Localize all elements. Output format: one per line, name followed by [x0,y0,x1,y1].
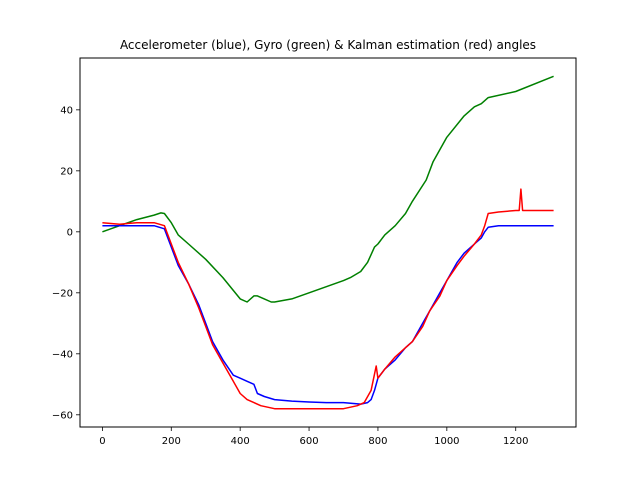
y-tick-label: 40 [60,105,73,116]
x-tick-label: 400 [231,436,250,447]
y-tick-label: −20 [52,288,73,299]
x-tick-label: 200 [162,436,181,447]
y-tick-label: −60 [52,410,73,421]
x-tick-label: 600 [300,436,319,447]
x-axis: 0 200 400 600 800 1000 1200 [99,427,528,447]
axes-frame [79,57,577,428]
y-tick-label: −40 [52,349,73,360]
x-tick-label: 1000 [434,436,459,447]
series-line-2 [102,188,554,410]
series-line-0 [102,75,554,303]
chart-title: Accelerometer (blue), Gyro (green) & Kal… [120,38,536,52]
x-tick-label: 800 [368,436,387,447]
x-tick-label: 1200 [503,436,528,447]
x-tick-label: 0 [99,436,105,447]
y-tick-label: 20 [60,166,73,177]
series-line-1 [102,224,554,405]
y-axis: −60 −40 −20 0 20 40 [52,105,80,421]
y-tick-label: 0 [67,227,73,238]
plot-area [102,75,554,410]
